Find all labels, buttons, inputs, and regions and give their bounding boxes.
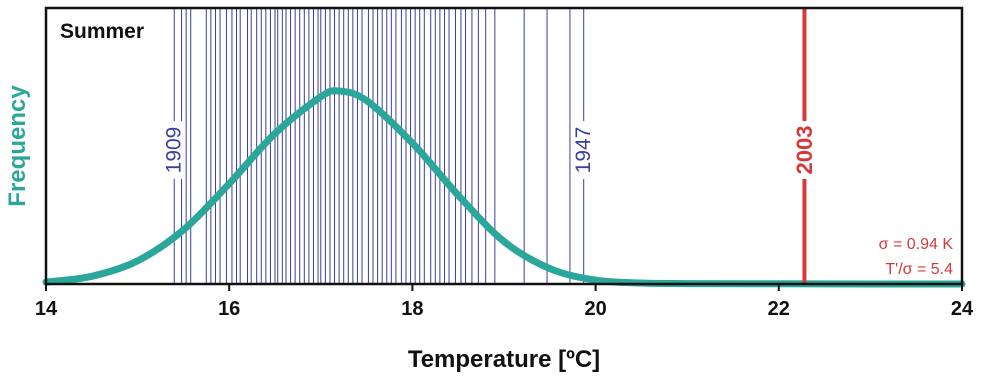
year-labels-layer: 1909 1947 2003 — [163, 121, 817, 179]
year-label-1947: 1947 — [572, 127, 595, 174]
x-tick-label: 22 — [768, 298, 790, 320]
x-tick-label: 16 — [218, 298, 240, 320]
ratio-annotation: T'/σ = 5.4 — [885, 261, 953, 278]
year-label-backing — [792, 121, 817, 179]
year-label-2003: 2003 — [792, 126, 817, 175]
x-tick-label: 24 — [951, 298, 974, 320]
year-label-1909: 1909 — [163, 127, 186, 174]
chart-title: Summer — [60, 20, 144, 43]
x-tick-label: 18 — [401, 298, 423, 320]
year-label-backing — [163, 121, 186, 179]
plot-frame — [44, 6, 964, 286]
x-tick-label: 14 — [35, 298, 58, 320]
x-ticks-layer: 14 16 18 20 22 24 — [35, 284, 974, 320]
year-lines-layer — [173, 8, 585, 284]
x-axis-label: Temperature [ºC] — [408, 346, 600, 373]
x-tick-label: 20 — [584, 298, 606, 320]
frequency-curve — [42, 87, 966, 288]
year-label-backing — [572, 121, 595, 179]
sigma-annotation: σ = 0.94 K — [879, 236, 954, 253]
y-axis-label: Frequency — [4, 85, 31, 207]
